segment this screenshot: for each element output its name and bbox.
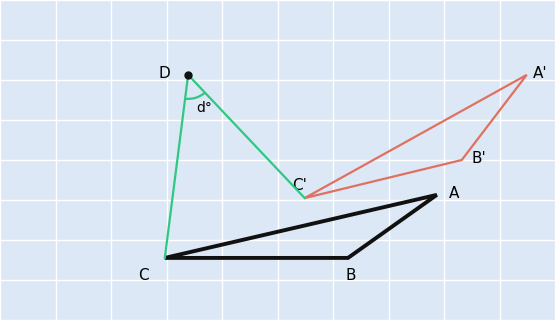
Text: B': B'	[472, 151, 487, 166]
Text: C: C	[138, 268, 149, 283]
Text: A': A'	[533, 66, 548, 81]
Text: d°: d°	[196, 101, 213, 116]
Text: C': C'	[292, 178, 306, 193]
Text: A: A	[449, 186, 460, 201]
Text: B: B	[346, 268, 356, 283]
Text: D: D	[159, 66, 171, 81]
